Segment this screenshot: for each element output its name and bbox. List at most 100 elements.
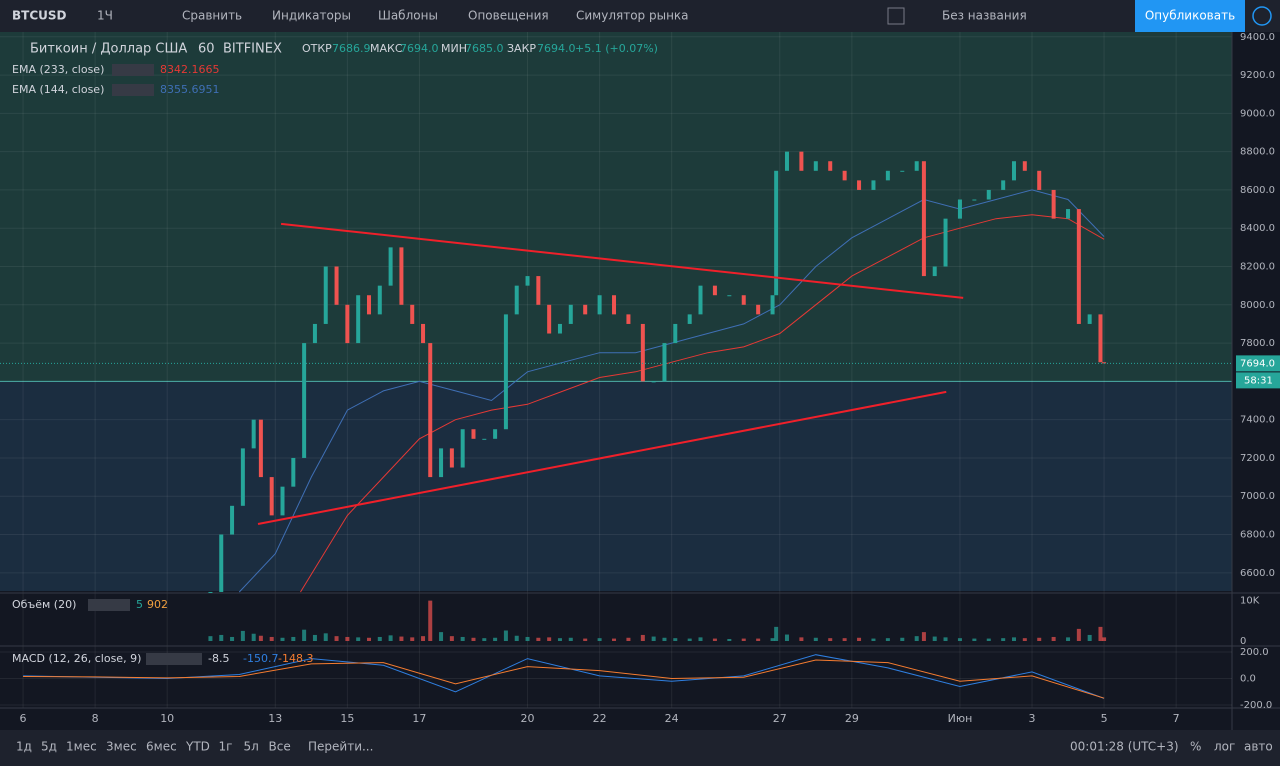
volume-bar: [460, 636, 465, 641]
x-tick-label: 6: [20, 712, 27, 725]
volume-bar: [208, 636, 213, 641]
range-button[interactable]: 5д: [41, 740, 57, 754]
range-button[interactable]: 1д: [16, 740, 32, 754]
volume-bar: [377, 636, 382, 641]
x-tick-label: 10: [160, 712, 174, 725]
replay-icon[interactable]: [1252, 6, 1272, 26]
range-button[interactable]: 6мес: [146, 740, 177, 754]
candle: [813, 161, 818, 171]
candle: [388, 247, 393, 286]
candle: [583, 304, 588, 315]
interval[interactable]: 1Ч: [97, 9, 113, 23]
legend-exchange: BITFINEX: [223, 42, 282, 57]
volume-bar: [1037, 637, 1042, 641]
candle: [774, 170, 779, 296]
candle: [525, 276, 530, 286]
volume-bar: [323, 633, 328, 641]
volume-bar: [597, 638, 602, 641]
range-button[interactable]: 5л: [244, 740, 259, 754]
ema-buttons[interactable]: [112, 84, 154, 96]
range-button[interactable]: 1г: [219, 740, 233, 754]
ema-line: [300, 214, 1105, 593]
zone-lower: [0, 381, 1232, 591]
scale-option[interactable]: авто: [1244, 740, 1273, 754]
range-button[interactable]: YTD: [185, 740, 210, 754]
ohlc-value: 7686.9: [332, 42, 371, 55]
x-tick-label: 8: [92, 712, 99, 725]
y-tick-label: 8800.0: [1240, 147, 1275, 158]
candle: [323, 266, 328, 324]
volume-bar: [842, 638, 847, 641]
goto[interactable]: Перейти...: [308, 740, 373, 754]
x-tick-label: 3: [1029, 712, 1036, 725]
volume-tick-label: 10K: [1240, 596, 1260, 607]
toolbar-button[interactable]: Оповещения: [468, 9, 549, 23]
candle: [421, 323, 426, 344]
volume-bar: [1022, 638, 1027, 641]
x-tick-label: 15: [340, 712, 354, 725]
candle: [1001, 180, 1006, 190]
candle: [673, 323, 678, 344]
candle: [399, 247, 404, 305]
candle: [377, 285, 382, 315]
volume-bar: [302, 629, 307, 641]
toolbar-button[interactable]: Индикаторы: [272, 9, 351, 23]
scale-option[interactable]: лог: [1214, 740, 1235, 754]
publish-label[interactable]: Опубликовать: [1145, 9, 1235, 23]
candle: [972, 199, 977, 201]
x-tick-label: 7: [1173, 712, 1180, 725]
volume-bar: [230, 636, 235, 641]
symbol[interactable]: BTCUSD: [12, 9, 67, 23]
volume-bar: [514, 635, 519, 641]
scale-option[interactable]: %: [1190, 740, 1201, 754]
y-tick-label: 6600.0: [1240, 568, 1275, 579]
icon-square[interactable]: [887, 7, 905, 25]
macd-value: -150.7: [243, 652, 278, 665]
volume-pane: [0, 593, 1232, 645]
candle: [219, 534, 224, 592]
candle: [251, 419, 256, 449]
ohlc-value: 7685.0: [465, 42, 504, 55]
toolbar-button[interactable]: Симулятор рынка: [576, 9, 689, 23]
y-tick-label: 9000.0: [1240, 108, 1275, 119]
x-tick-label: 27: [773, 712, 787, 725]
toolbar-button[interactable]: Шаблоны: [378, 9, 438, 23]
volume-bar: [503, 630, 508, 641]
volume-bar: [449, 636, 454, 641]
volume-bar: [662, 637, 667, 641]
ohlc-value: 7694.0: [537, 42, 576, 55]
candle: [547, 304, 552, 334]
volume-bar: [291, 636, 296, 641]
volume-bar: [1102, 637, 1107, 641]
ohlc-label: ЗАКР: [507, 42, 536, 55]
volume-bar: [626, 637, 631, 641]
publish-button[interactable]: [1135, 0, 1245, 32]
volume-buttons[interactable]: [88, 599, 130, 611]
volume-bar: [1076, 628, 1081, 641]
range-button[interactable]: 3мес: [106, 740, 137, 754]
y-tick-label: 6800.0: [1240, 530, 1275, 541]
layout-name[interactable]: Без названия: [942, 9, 1027, 23]
volume-bar: [536, 637, 541, 641]
macd-tick-label: -200.0: [1240, 700, 1272, 711]
volume-bar: [943, 637, 948, 641]
ema-buttons[interactable]: [112, 64, 154, 76]
volume-bar: [1087, 634, 1092, 641]
candle: [291, 457, 296, 487]
volume-bar: [280, 637, 285, 641]
candle: [269, 477, 274, 516]
x-tick-label: 24: [665, 712, 679, 725]
volume-bar: [921, 632, 926, 641]
candle: [687, 314, 692, 324]
volume-bar: [482, 638, 487, 641]
volume-bar: [439, 632, 444, 641]
y-tick-label: 7800.0: [1240, 338, 1275, 349]
toolbar-button[interactable]: Сравнить: [182, 9, 242, 23]
macd-buttons[interactable]: [146, 653, 202, 665]
volume-bar: [1098, 626, 1103, 641]
clock: 00:01:28 (UTC+3): [1070, 740, 1179, 754]
range-button[interactable]: 1мес: [66, 740, 97, 754]
ema-name: EMA (233, close): [12, 63, 104, 76]
range-button[interactable]: Все: [269, 740, 291, 754]
volume-bar: [421, 636, 426, 641]
